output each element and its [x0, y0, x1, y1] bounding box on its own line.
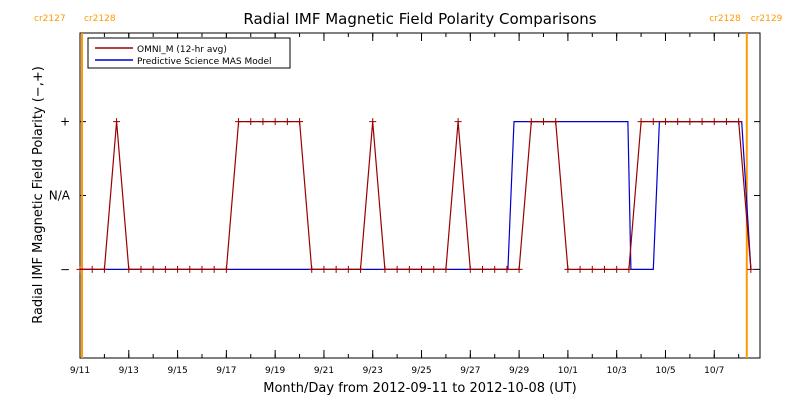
x-tick-label: 9/29: [509, 366, 529, 376]
y-axis-label: Radial IMF Magnetic Field Polarity (−,+): [31, 66, 46, 324]
omni-data-point: [686, 118, 694, 126]
omni-data-point: [320, 265, 328, 273]
omni-data-point: [735, 118, 743, 126]
x-tick-label: 9/13: [119, 366, 139, 376]
legend-label-omni: OMNI_M (12-hr avg): [137, 45, 227, 55]
omni-data-point: [332, 265, 340, 273]
omni-data-point: [479, 265, 487, 273]
y-tick-label: −: [60, 262, 70, 276]
omni-data-point: [100, 265, 108, 273]
omni-data-point: [491, 265, 499, 273]
omni-data-point: [271, 118, 279, 126]
omni-data-point: [405, 265, 413, 273]
omni-data-point: [564, 265, 572, 273]
x-tick-label: 9/11: [70, 366, 90, 376]
omni-data-point: [674, 118, 682, 126]
omni-data-point: [259, 118, 267, 126]
rotation-label-left: cr2128: [709, 14, 741, 24]
y-tick-label: N/A: [49, 189, 71, 203]
omni-data-point: [527, 118, 535, 126]
x-tick-label: 9/27: [460, 366, 480, 376]
omni-data-point: [88, 265, 96, 273]
omni-data-point: [625, 265, 633, 273]
legend: OMNI_M (12-hr avg) Predictive Science MA…: [87, 37, 291, 69]
x-tick-label: 10/7: [704, 366, 724, 376]
x-tick-label: 9/15: [167, 366, 187, 376]
omni-data-point: [76, 265, 84, 273]
x-axis-label: Month/Day from 2012-09-11 to 2012-10-08 …: [263, 381, 576, 396]
x-tick-label: 10/1: [558, 366, 578, 376]
y-tick-label: +: [60, 115, 70, 129]
omni-data-point: [552, 118, 560, 126]
x-tick-label: 9/23: [363, 366, 383, 376]
omni-data-point: [210, 265, 218, 273]
omni-data-point: [283, 118, 291, 126]
omni-data-point: [722, 118, 730, 126]
x-tick-label: 9/21: [314, 366, 334, 376]
omni-data-point: [747, 265, 755, 273]
omni-data-point: [576, 265, 584, 273]
omni-data-point: [588, 265, 596, 273]
omni-data-point: [308, 265, 316, 273]
omni-data-point: [430, 265, 438, 273]
omni-data-point: [503, 265, 511, 273]
omni-data-point: [418, 265, 426, 273]
y-axis: + N/A −: [49, 115, 760, 276]
omni-data-point: [698, 118, 706, 126]
omni-data-point: [222, 265, 230, 273]
x-tick-label: 10/3: [607, 366, 627, 376]
omni-data-point: [710, 118, 718, 126]
omni-data-point: [186, 265, 194, 273]
legend-box: [87, 37, 291, 69]
omni-data-point: [113, 118, 121, 126]
x-tick-label: 9/25: [411, 366, 431, 376]
omni-data-point: [454, 118, 462, 126]
omni-data-point: [539, 118, 547, 126]
omni-data-point: [600, 265, 608, 273]
legend-label-model: Predictive Science MAS Model: [137, 57, 272, 67]
omni-data-point: [296, 118, 304, 126]
omni-data-point: [235, 118, 243, 126]
omni-data-point: [357, 265, 365, 273]
omni-data-point: [613, 265, 621, 273]
omni-data-point: [381, 265, 389, 273]
omni-data-point: [466, 265, 474, 273]
omni-data-point: [661, 118, 669, 126]
series-layer: [76, 118, 755, 273]
x-tick-label: 10/5: [655, 366, 675, 376]
omni-data-point: [161, 265, 169, 273]
omni-data-point: [442, 265, 450, 273]
omni-data-point: [247, 118, 255, 126]
x-axis: 9/11 9/13 9/15 9/17 9/19 9/21 9/23 9/25 9/27 9/29…: [70, 33, 740, 376]
omni-data-point: [649, 118, 657, 126]
omni-data-point: [174, 265, 182, 273]
omni-data-point: [137, 265, 145, 273]
omni-data-point: [344, 265, 352, 273]
rotation-label-right: cr2128: [84, 14, 116, 24]
omni-data-point: [637, 118, 645, 126]
omni-data-point: [125, 265, 133, 273]
chart-title: Radial IMF Magnetic Field Polarity Compa…: [243, 10, 596, 28]
omni-data-point: [369, 118, 377, 126]
omni-data-point: [515, 265, 523, 273]
x-tick-label: 9/19: [265, 366, 285, 376]
omni-data-point: [149, 265, 157, 273]
omni-data-point: [393, 265, 401, 273]
omni-data-point: [198, 265, 206, 273]
x-tick-label: 9/17: [216, 366, 236, 376]
rotation-label-right: cr2129: [751, 14, 783, 24]
rotation-label-left: cr2127: [34, 14, 66, 24]
